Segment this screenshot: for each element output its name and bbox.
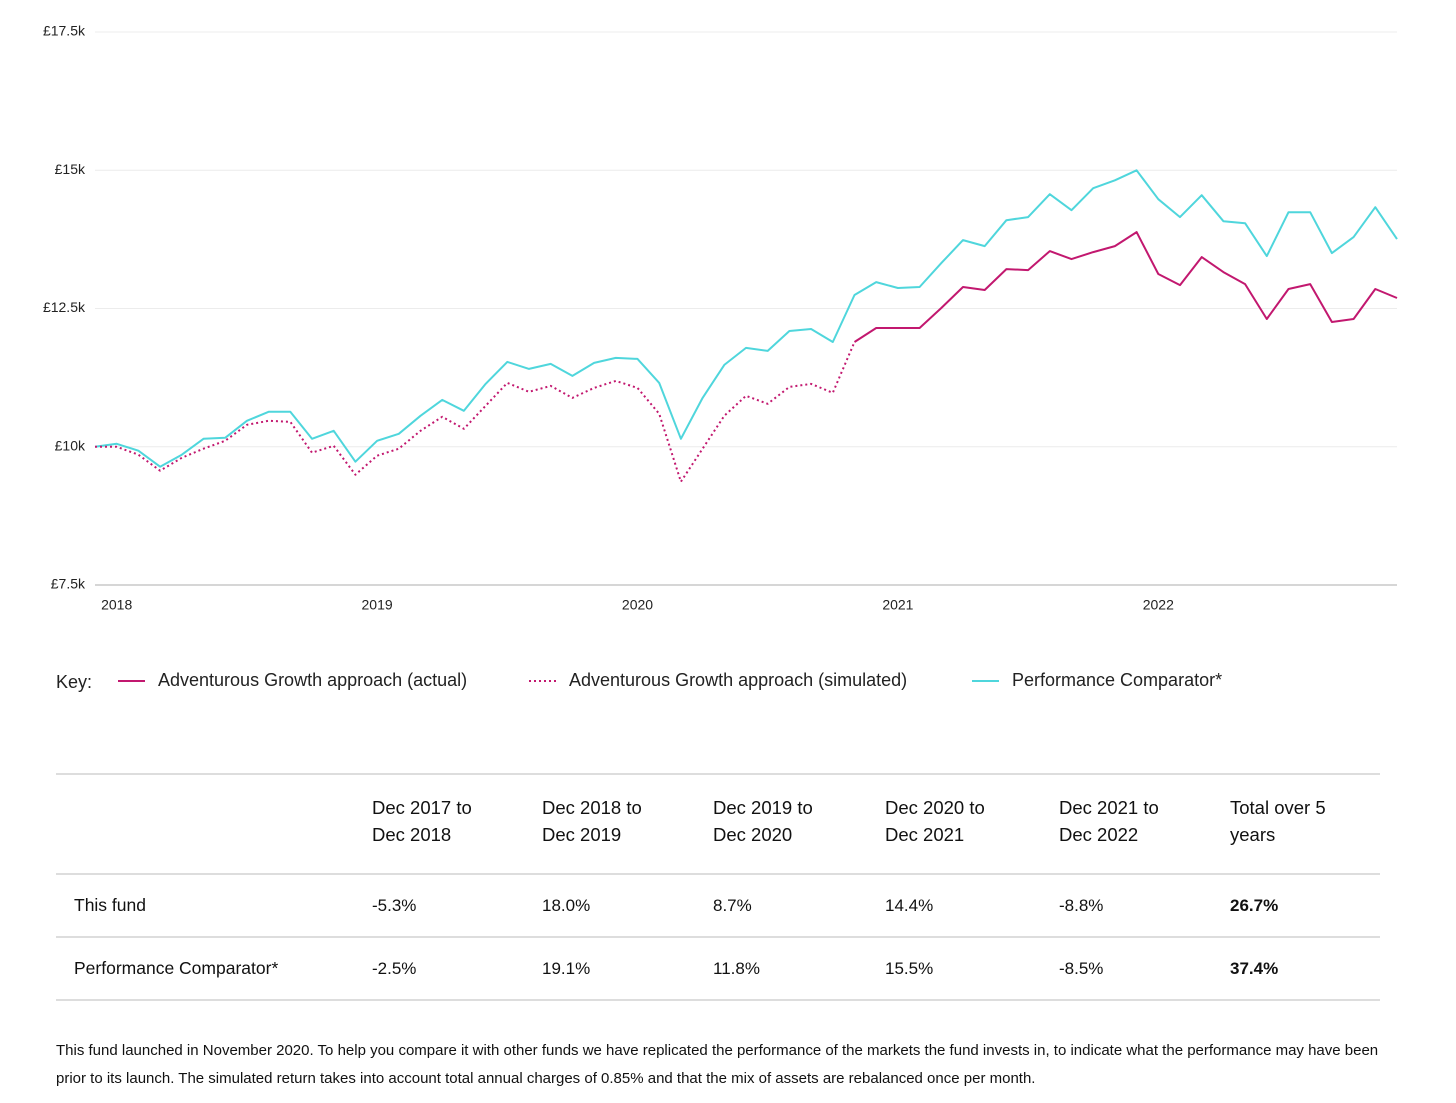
table-cell: 8.7% (713, 895, 752, 915)
table-cell: 37.4% (1230, 958, 1279, 978)
table-cell: 14.4% (885, 895, 934, 915)
series-line (853, 231, 1398, 343)
table-cell: -5.3% (372, 895, 417, 915)
returns-table: Dec 2017 to Dec 2018 Dec 2018 to Dec 2019… (56, 773, 1380, 1001)
x-tick-label: 2019 (362, 597, 393, 613)
column-header: Dec 2020 to Dec 2021 (885, 797, 985, 845)
x-tick-label: 2021 (882, 597, 913, 613)
column-header: Dec 2017 to Dec 2018 (372, 797, 472, 845)
column-header: Total over 5 years (1230, 797, 1326, 845)
series-line (94, 169, 1398, 468)
column-header: Dec 2019 to Dec 2020 (713, 797, 813, 845)
row-label: Performance Comparator* (74, 958, 279, 978)
table-cell: 18.0% (542, 895, 591, 915)
chart: £7.5k £10k £12.5k £15k £17.5k 2018 2019 2020 202… (43, 23, 1398, 692)
table-cell: -8.5% (1059, 958, 1104, 978)
table-cell: 15.5% (885, 958, 934, 978)
series-line (95, 341, 856, 483)
x-tick-label: 2018 (101, 597, 132, 613)
table-cell: 19.1% (542, 958, 591, 978)
table-cell: 26.7% (1230, 895, 1279, 915)
x-tick-label: 2020 (622, 597, 653, 613)
footnote: This fund launched in November 2020. To … (56, 1042, 1379, 1087)
column-header: Dec 2018 to Dec 2019 (542, 797, 642, 845)
legend-title: Key: (56, 672, 92, 692)
x-tick-label: 2022 (1143, 597, 1174, 613)
legend-label: Performance Comparator* (1012, 670, 1222, 690)
table-row: Performance Comparator* -2.5% 19.1% 11.8% 15… (56, 937, 1380, 1000)
table-cell: -2.5% (372, 958, 417, 978)
header-blank (56, 774, 371, 874)
y-tick-label: £17.5k (43, 23, 86, 39)
y-tick-label: £10k (55, 437, 86, 453)
table-cell: -8.8% (1059, 895, 1104, 915)
table-row: This fund -5.3% 18.0% 8.7% 14.4% -8.8% 26.7% (56, 874, 1380, 937)
legend-label: Adventurous Growth approach (simulated) (569, 670, 907, 690)
row-label: This fund (74, 895, 146, 915)
y-tick-label: £15k (55, 161, 86, 177)
table-cell: 11.8% (713, 958, 760, 978)
legend-label: Adventurous Growth approach (actual) (158, 670, 467, 690)
column-header: Dec 2021 to Dec 2022 (1059, 797, 1159, 845)
header-row: Dec 2017 to Dec 2018 Dec 2018 to Dec 2019… (56, 774, 1380, 874)
y-tick-label: £12.5k (43, 299, 86, 315)
y-tick-label: £7.5k (51, 576, 86, 592)
